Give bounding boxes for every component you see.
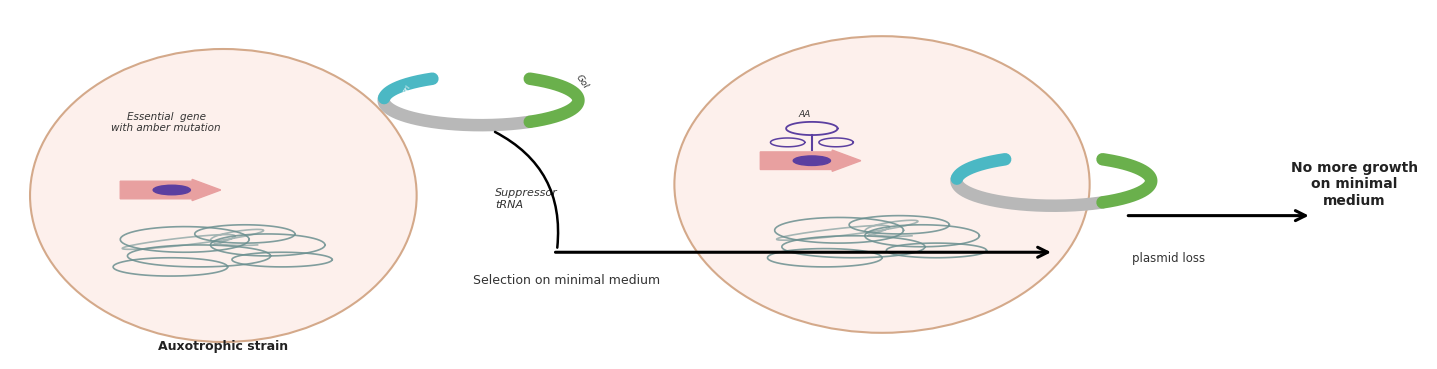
Ellipse shape xyxy=(674,36,1089,333)
Text: Auxotrophic strain: Auxotrophic strain xyxy=(158,340,289,353)
Text: No more growth
on minimal
medium: No more growth on minimal medium xyxy=(1290,161,1418,208)
FancyArrow shape xyxy=(121,179,221,201)
Text: ori: ori xyxy=(401,84,412,95)
Text: AA: AA xyxy=(799,110,810,119)
Text: Essential  gene
with amber mutation: Essential gene with amber mutation xyxy=(111,112,221,133)
Text: Suppressor
tRNA: Suppressor tRNA xyxy=(496,188,558,210)
Ellipse shape xyxy=(30,49,417,342)
Text: GoI: GoI xyxy=(573,73,591,91)
Circle shape xyxy=(793,156,831,165)
Circle shape xyxy=(154,185,190,195)
Text: Selection on minimal medium: Selection on minimal medium xyxy=(473,274,661,287)
FancyArrow shape xyxy=(760,150,861,171)
Text: plasmid loss: plasmid loss xyxy=(1132,252,1206,265)
